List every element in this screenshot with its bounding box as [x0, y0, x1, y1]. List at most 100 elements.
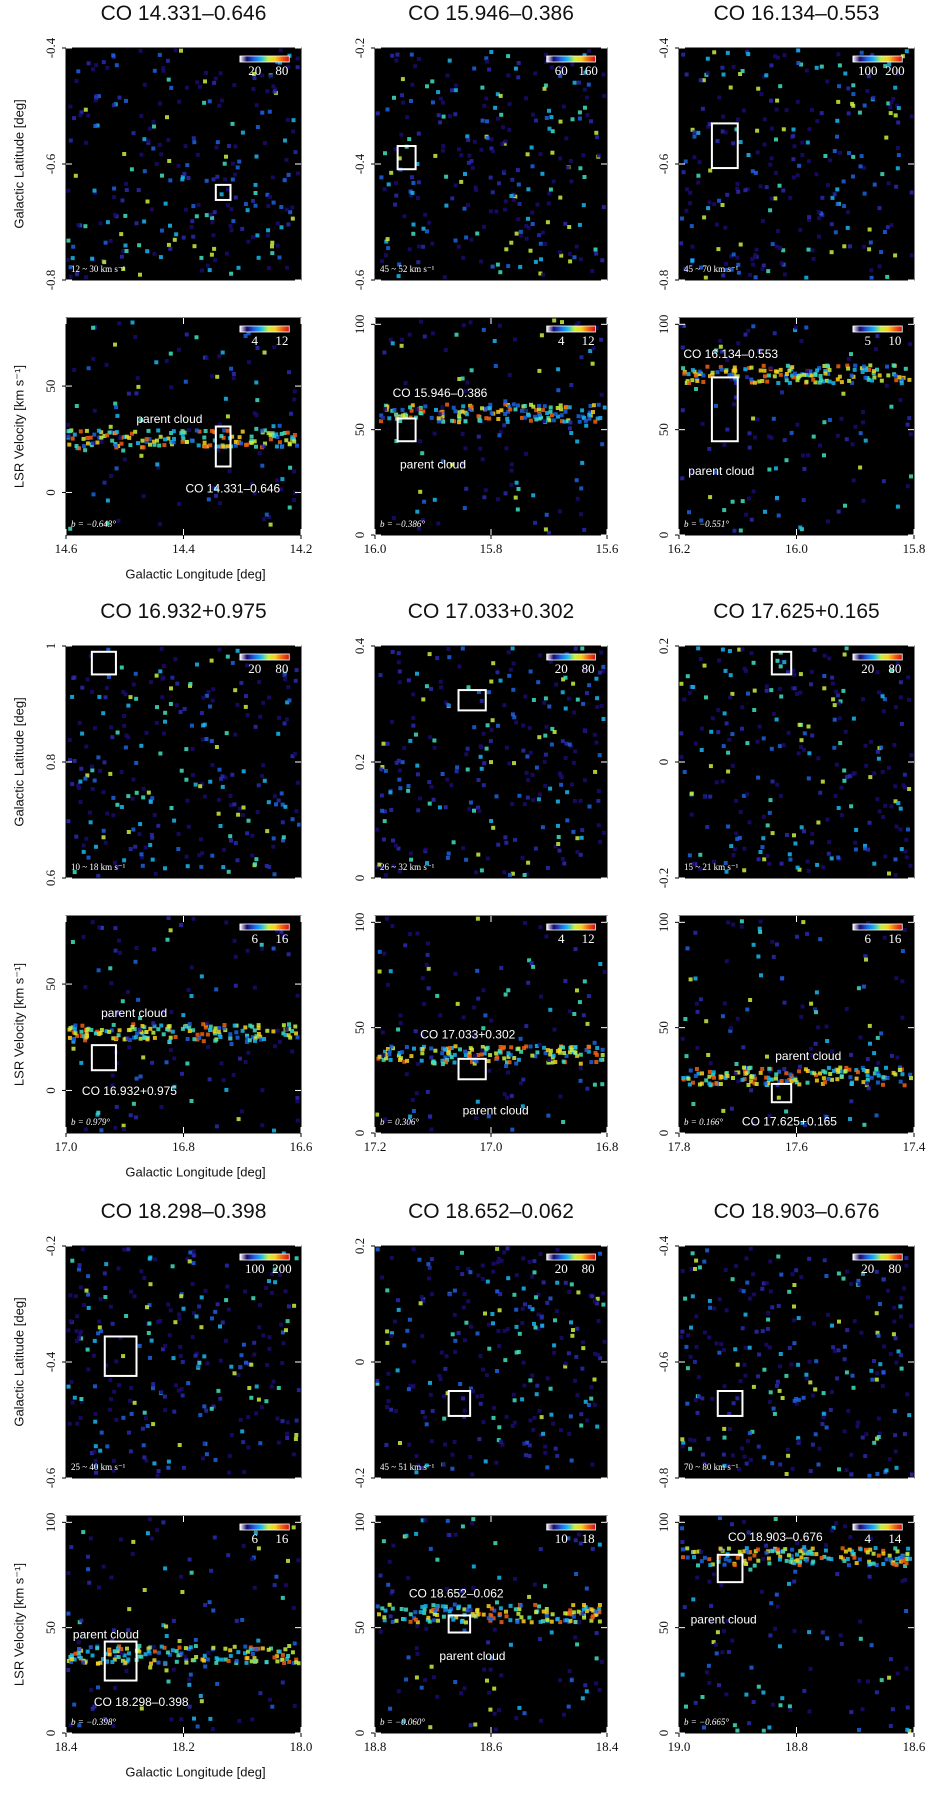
- emission-pixel: [594, 1060, 598, 1064]
- emission-pixel: [894, 374, 898, 378]
- emission-pixel: [107, 1030, 111, 1034]
- emission-pixel: [386, 107, 390, 111]
- emission-pixel: [470, 1472, 474, 1476]
- emission-pixel: [709, 764, 713, 768]
- emission-pixel: [86, 677, 90, 681]
- emission-pixel: [736, 341, 740, 345]
- emission-pixel: [773, 374, 777, 378]
- emission-pixel: [478, 419, 482, 423]
- emission-pixel: [741, 1045, 745, 1049]
- emission-pixel: [756, 776, 760, 780]
- emission-pixel: [211, 687, 215, 691]
- emission-pixel: [495, 1369, 499, 1373]
- emission-pixel: [840, 380, 844, 384]
- emission-pixel: [685, 1054, 689, 1058]
- emission-pixel: [92, 433, 96, 437]
- emission-pixel: [187, 1683, 191, 1687]
- emission-pixel: [564, 136, 568, 140]
- emission-pixel: [209, 213, 213, 217]
- emission-pixel: [251, 1296, 255, 1300]
- emission-pixel: [184, 1025, 188, 1029]
- emission-pixel: [807, 751, 811, 755]
- emission-pixel: [812, 257, 816, 261]
- emission-pixel: [829, 1408, 833, 1412]
- emission-pixel: [807, 215, 811, 219]
- x-tick-label: 16.8: [596, 1139, 619, 1154]
- emission-pixel: [270, 1291, 274, 1295]
- emission-pixel: [517, 1607, 521, 1611]
- emission-pixel: [506, 1070, 510, 1074]
- emission-pixel: [180, 177, 184, 181]
- emission-pixel: [569, 159, 573, 163]
- emission-pixel: [767, 1067, 771, 1071]
- emission-pixel: [81, 1247, 85, 1251]
- emission-pixel: [766, 823, 770, 827]
- emission-pixel: [210, 659, 214, 663]
- annotation: parent cloud: [463, 1103, 529, 1117]
- emission-pixel: [97, 1032, 101, 1036]
- emission-pixel: [83, 985, 87, 989]
- emission-pixel: [530, 146, 534, 150]
- emission-pixel: [420, 1059, 424, 1063]
- emission-pixel: [297, 1388, 301, 1392]
- panel-background: [375, 48, 607, 280]
- emission-pixel: [131, 321, 135, 325]
- emission-pixel: [856, 1420, 860, 1424]
- emission-pixel: [120, 255, 124, 259]
- emission-pixel: [569, 431, 573, 435]
- emission-pixel: [500, 1620, 504, 1624]
- panel-background: [66, 48, 301, 280]
- emission-pixel: [287, 1660, 291, 1664]
- panel-background: [679, 916, 914, 1133]
- emission-pixel: [454, 1044, 458, 1048]
- emission-pixel: [764, 1076, 768, 1080]
- emission-pixel: [745, 1071, 749, 1075]
- emission-pixel: [530, 1374, 534, 1378]
- emission-pixel: [428, 1114, 432, 1118]
- emission-pixel: [872, 1441, 876, 1445]
- emission-pixel: [134, 697, 138, 701]
- emission-pixel: [872, 1359, 876, 1363]
- emission-pixel: [696, 1411, 700, 1415]
- emission-pixel: [416, 932, 420, 936]
- emission-pixel: [778, 1463, 782, 1467]
- emission-pixel: [112, 1390, 116, 1394]
- emission-pixel: [796, 173, 800, 177]
- emission-pixel: [165, 1668, 169, 1672]
- emission-pixel: [155, 162, 159, 166]
- emission-pixel: [870, 1378, 874, 1382]
- emission-pixel: [383, 187, 387, 191]
- emission-pixel: [161, 1520, 165, 1524]
- emission-pixel: [528, 1419, 532, 1423]
- emission-pixel: [894, 857, 898, 861]
- emission-pixel: [240, 1429, 244, 1433]
- emission-pixel: [687, 381, 691, 385]
- emission-pixel: [526, 796, 530, 800]
- emission-pixel: [285, 1027, 289, 1031]
- emission-pixel: [795, 692, 799, 696]
- emission-pixel: [747, 497, 751, 501]
- emission-pixel: [69, 1380, 73, 1384]
- emission-pixel: [878, 809, 882, 813]
- emission-pixel: [568, 1608, 572, 1612]
- emission-pixel: [499, 113, 503, 117]
- emission-pixel: [750, 366, 754, 370]
- emission-pixel: [485, 1679, 489, 1683]
- emission-pixel: [407, 1655, 411, 1659]
- emission-pixel: [683, 1297, 687, 1301]
- emission-pixel: [158, 143, 162, 147]
- emission-pixel: [894, 113, 898, 117]
- emission-pixel: [491, 149, 495, 153]
- emission-pixel: [207, 690, 211, 694]
- emission-pixel: [833, 149, 837, 153]
- emission-pixel: [506, 420, 510, 424]
- emission-pixel: [108, 1378, 112, 1382]
- emission-pixel: [376, 1247, 380, 1251]
- emission-pixel: [504, 199, 508, 203]
- emission-pixel: [123, 214, 127, 218]
- emission-pixel: [185, 440, 189, 444]
- emission-pixel: [220, 1061, 224, 1065]
- emission-pixel: [228, 1036, 232, 1040]
- emission-pixel: [293, 389, 297, 393]
- emission-pixel: [99, 1128, 103, 1132]
